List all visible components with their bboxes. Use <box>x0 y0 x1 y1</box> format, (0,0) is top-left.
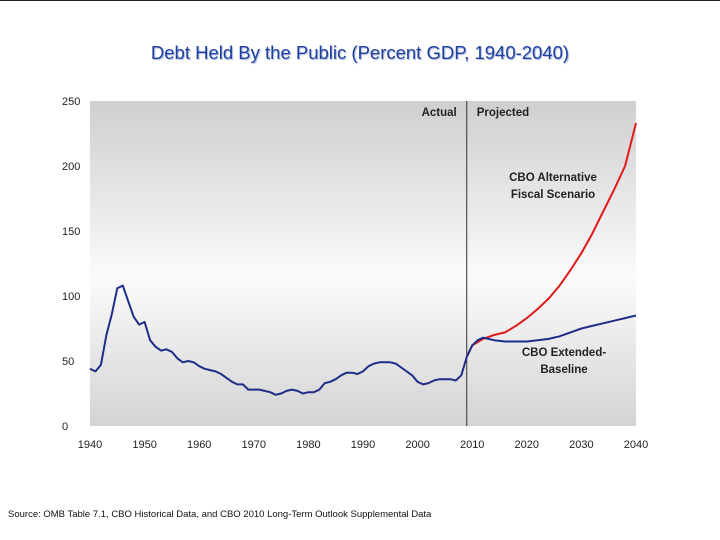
x-tick-label: 1950 <box>132 439 156 451</box>
top-divider-line <box>0 0 720 1</box>
y-tick-label: 50 <box>62 356 74 368</box>
x-tick-label: 2040 <box>624 439 648 451</box>
extended-baseline-label: Baseline <box>540 364 587 376</box>
y-tick-label: 0 <box>62 421 68 433</box>
extended-baseline-label: CBO Extended- <box>522 347 607 359</box>
plot-area <box>90 101 636 426</box>
y-tick-label: 100 <box>62 291 80 303</box>
source-note: Source: OMB Table 7.1, CBO Historical Da… <box>8 509 432 520</box>
x-tick-label: 2030 <box>569 439 593 451</box>
y-tick-label: 250 <box>62 96 80 108</box>
x-tick-label: 1970 <box>242 439 266 451</box>
projected-label: Projected <box>477 107 529 119</box>
x-tick-label: 1940 <box>78 439 102 451</box>
x-tick-label: 1980 <box>296 439 320 451</box>
chart-title: Debt Held By the Public (Percent GDP, 19… <box>150 42 570 63</box>
x-tick-label: 1990 <box>351 439 375 451</box>
x-tick-label: 2010 <box>460 439 484 451</box>
alternative-scenario-label: CBO Alternative <box>509 172 597 184</box>
series-line-actual <box>89 284 468 396</box>
series-line-cbo-alternative-fiscal-scenario <box>465 122 637 358</box>
y-tick-label: 200 <box>62 161 80 173</box>
x-tick-label: 2020 <box>515 439 539 451</box>
alternative-scenario-label: Fiscal Scenario <box>511 189 595 201</box>
actual-label: Actual <box>422 107 457 119</box>
x-tick-label: 1960 <box>187 439 211 451</box>
series-line-cbo-extended-baseline <box>465 314 637 358</box>
y-tick-label: 150 <box>62 226 80 238</box>
x-tick-label: 2000 <box>405 439 429 451</box>
